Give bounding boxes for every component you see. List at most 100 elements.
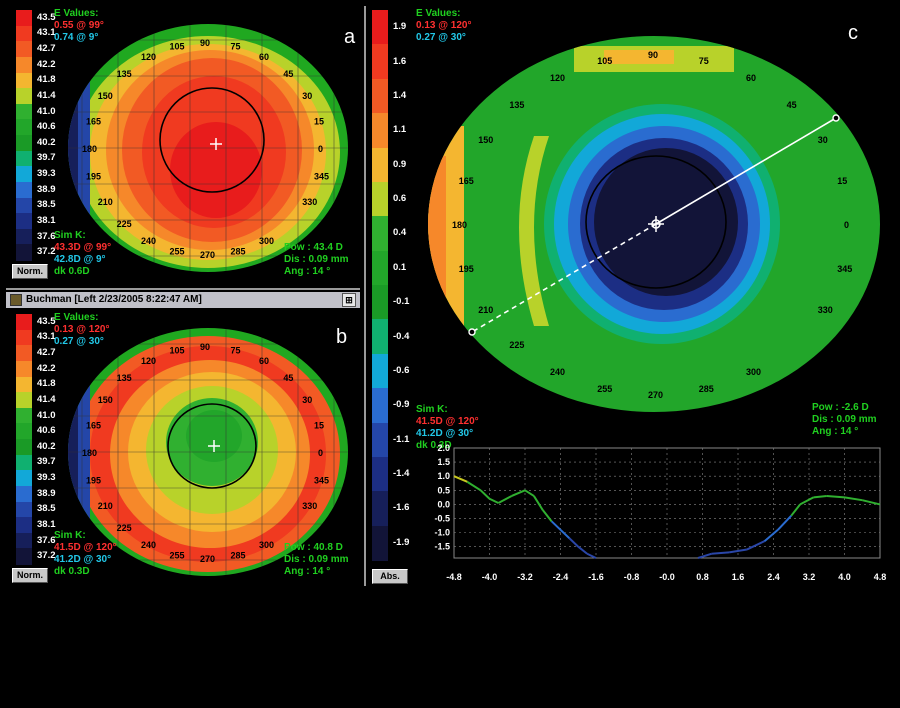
panel-c-angle-label: 165	[459, 176, 474, 186]
panel-b-scale-label: 42.7	[37, 347, 56, 359]
panel-a-simk-title: Sim K:	[54, 230, 86, 241]
panel-c-scale-label: 1.9	[393, 21, 407, 33]
panel-a-angle-label: 150	[98, 91, 113, 101]
panel-c-difference-map: 1.9 1.6 1.4 1.1 0.9 0.6 0.4 0.1 -0.1 -0.4 -0.6 -0.9…	[368, 6, 894, 586]
panel-a-color-scale: 43.5 43.1 42.7 42.2 41.8 41.4 41.0 40.6 40.2 39.7…	[16, 10, 72, 261]
chart-series-1-segment	[568, 537, 579, 548]
panel-b-scale-label: 39.7	[37, 456, 56, 468]
maximize-icon[interactable]: ⊞	[342, 293, 356, 307]
panel-b-e-values-title: E Values:	[54, 312, 99, 323]
chart-x-tick-label: 0.8	[696, 572, 709, 582]
panel-c-scale-label: -1.1	[393, 433, 410, 445]
panel-a-scale-label: 43.5	[37, 11, 56, 23]
panel-b-simk-2: 41.2D @ 30°	[54, 554, 112, 565]
panel-b-scale-label: 40.6	[37, 425, 56, 437]
panel-c-scale-label: 1.6	[393, 55, 407, 67]
panel-a-angle-label: 195	[86, 171, 101, 181]
chart-series-1-segment	[524, 489, 535, 497]
panel-a-e-value-1: 0.55 @ 99°	[54, 20, 104, 31]
panel-c-scale-label: -0.4	[393, 330, 410, 342]
panel-a-scale-swatch	[16, 197, 32, 214]
panel-b-angle-label: 45	[283, 373, 293, 383]
chart-series-2-segment	[799, 496, 814, 506]
chart-series-1-segment	[550, 520, 562, 531]
chart-series-2-segment	[711, 551, 730, 555]
panel-c-scale-swatch	[372, 388, 388, 423]
panel-a-scale-label: 42.2	[37, 58, 56, 70]
panel-a-scale-swatch	[16, 103, 32, 120]
panel-b-scale-swatch	[16, 517, 32, 534]
panel-c-scale-swatch	[372, 216, 388, 252]
panel-b-scale-swatch	[16, 454, 32, 471]
panel-c-scale-swatch	[372, 525, 388, 561]
chart-y-tick-label: 0.5	[437, 485, 450, 495]
panel-c-scale-label: 0.1	[393, 261, 407, 273]
panel-b-scale-swatch	[16, 548, 32, 565]
panel-a-pupil-circle	[159, 87, 265, 193]
panel-c-angle-label: 255	[597, 384, 612, 394]
panel-c-angle-label: 45	[787, 100, 797, 110]
panel-c-scale-label: -1.9	[393, 536, 410, 548]
panel-b-angle-label: 60	[259, 356, 269, 366]
panel-c-angle-label: 30	[818, 135, 828, 145]
panel-a-dk: dk 0.6D	[54, 266, 90, 277]
panel-c-scale-label: 1.4	[393, 89, 407, 101]
panel-a-simk-1: 43.3D @ 99°	[54, 242, 112, 253]
panel-a-scale-label: 41.4	[37, 89, 56, 101]
panel-c-scale-swatch	[372, 491, 388, 527]
chart-series-1-segment	[577, 545, 588, 555]
panel-b-ang: Ang : 14 °	[284, 566, 331, 577]
panel-c-angle-label: 135	[509, 100, 524, 110]
panel-a-angle-label: 15	[314, 117, 324, 127]
chart-x-tick-label: -2.4	[553, 572, 569, 582]
panel-a-scale-swatch	[16, 181, 32, 198]
panel-b-scale-label: 37.6	[37, 534, 56, 546]
panel-a-angle-label: 225	[117, 219, 132, 229]
panel-a-angle-label: 45	[283, 69, 293, 79]
panel-b-scale-label: 43.5	[37, 315, 56, 327]
panel-c-scale-swatch	[372, 353, 388, 389]
panel-b-scale-label: 40.2	[37, 440, 56, 452]
panel-b-scale-swatch	[16, 392, 32, 409]
panel-b-scale-swatch	[16, 329, 32, 346]
panel-b-scale-label: 37.2	[37, 550, 56, 562]
horizontal-divider	[6, 288, 360, 290]
panel-b-scale-swatch	[16, 345, 32, 362]
panel-a-norm-button[interactable]: Norm.	[12, 264, 48, 279]
panel-c-pow: Pow : -2.6 D	[812, 402, 869, 413]
panel-c-angle-label: 105	[597, 56, 612, 66]
panel-b-angle-label: 75	[231, 346, 241, 356]
chart-x-tick-label: 3.2	[803, 572, 816, 582]
panel-c-angle-label: 285	[699, 384, 714, 394]
chart-series-2-segment	[826, 494, 845, 499]
panel-c-meridian-line	[655, 117, 837, 225]
panel-c-scale-swatch	[372, 147, 388, 183]
panel-c-simk-title: Sim K:	[416, 404, 448, 415]
chart-series-2-segment	[790, 503, 801, 517]
panel-a-scale-swatch	[16, 41, 32, 58]
panel-b-angle-label: 105	[170, 346, 185, 356]
panel-b-topography-map: 105 90 75 120 60 135 45 150 30 165 15 180 0 195 345 210…	[68, 328, 348, 576]
panel-b-norm-button[interactable]: Norm.	[12, 568, 48, 583]
panel-c-scale-swatch	[372, 44, 388, 80]
chart-y-tick-label: 1.0	[437, 471, 450, 481]
panel-c-angle-label: 210	[478, 305, 493, 315]
panel-b-scale-swatch	[16, 485, 32, 502]
chart-series-2-segment	[844, 496, 863, 502]
panel-a-scale-swatch	[16, 166, 32, 183]
panel-c-abs-button[interactable]: Abs.	[372, 569, 408, 584]
chart-series-1-segment	[559, 529, 571, 539]
panel-c-meridian-handle-1[interactable]	[832, 114, 840, 122]
panel-c-angle-label: 75	[699, 56, 709, 66]
panel-c-meridian-handle-2[interactable]	[468, 328, 476, 336]
panel-a-dis: Dis : 0.09 mm	[284, 254, 349, 265]
chart-y-tick-label: 1.5	[437, 457, 450, 467]
panel-b-e-value-1: 0.13 @ 120°	[54, 324, 110, 335]
panel-a-scale-label: 37.6	[37, 230, 56, 242]
panel-b-angle-label: 0	[318, 448, 323, 458]
panel-a-angle-label: 120	[141, 52, 156, 62]
panel-b-angle-label: 255	[170, 550, 185, 560]
panel-a-e-values-title: E Values:	[54, 8, 99, 19]
panel-b-title-bar[interactable]: Buchman [Left 2/23/2005 8:22:47 AM] ⊞	[6, 292, 360, 308]
panel-a-center-cross	[210, 138, 222, 150]
